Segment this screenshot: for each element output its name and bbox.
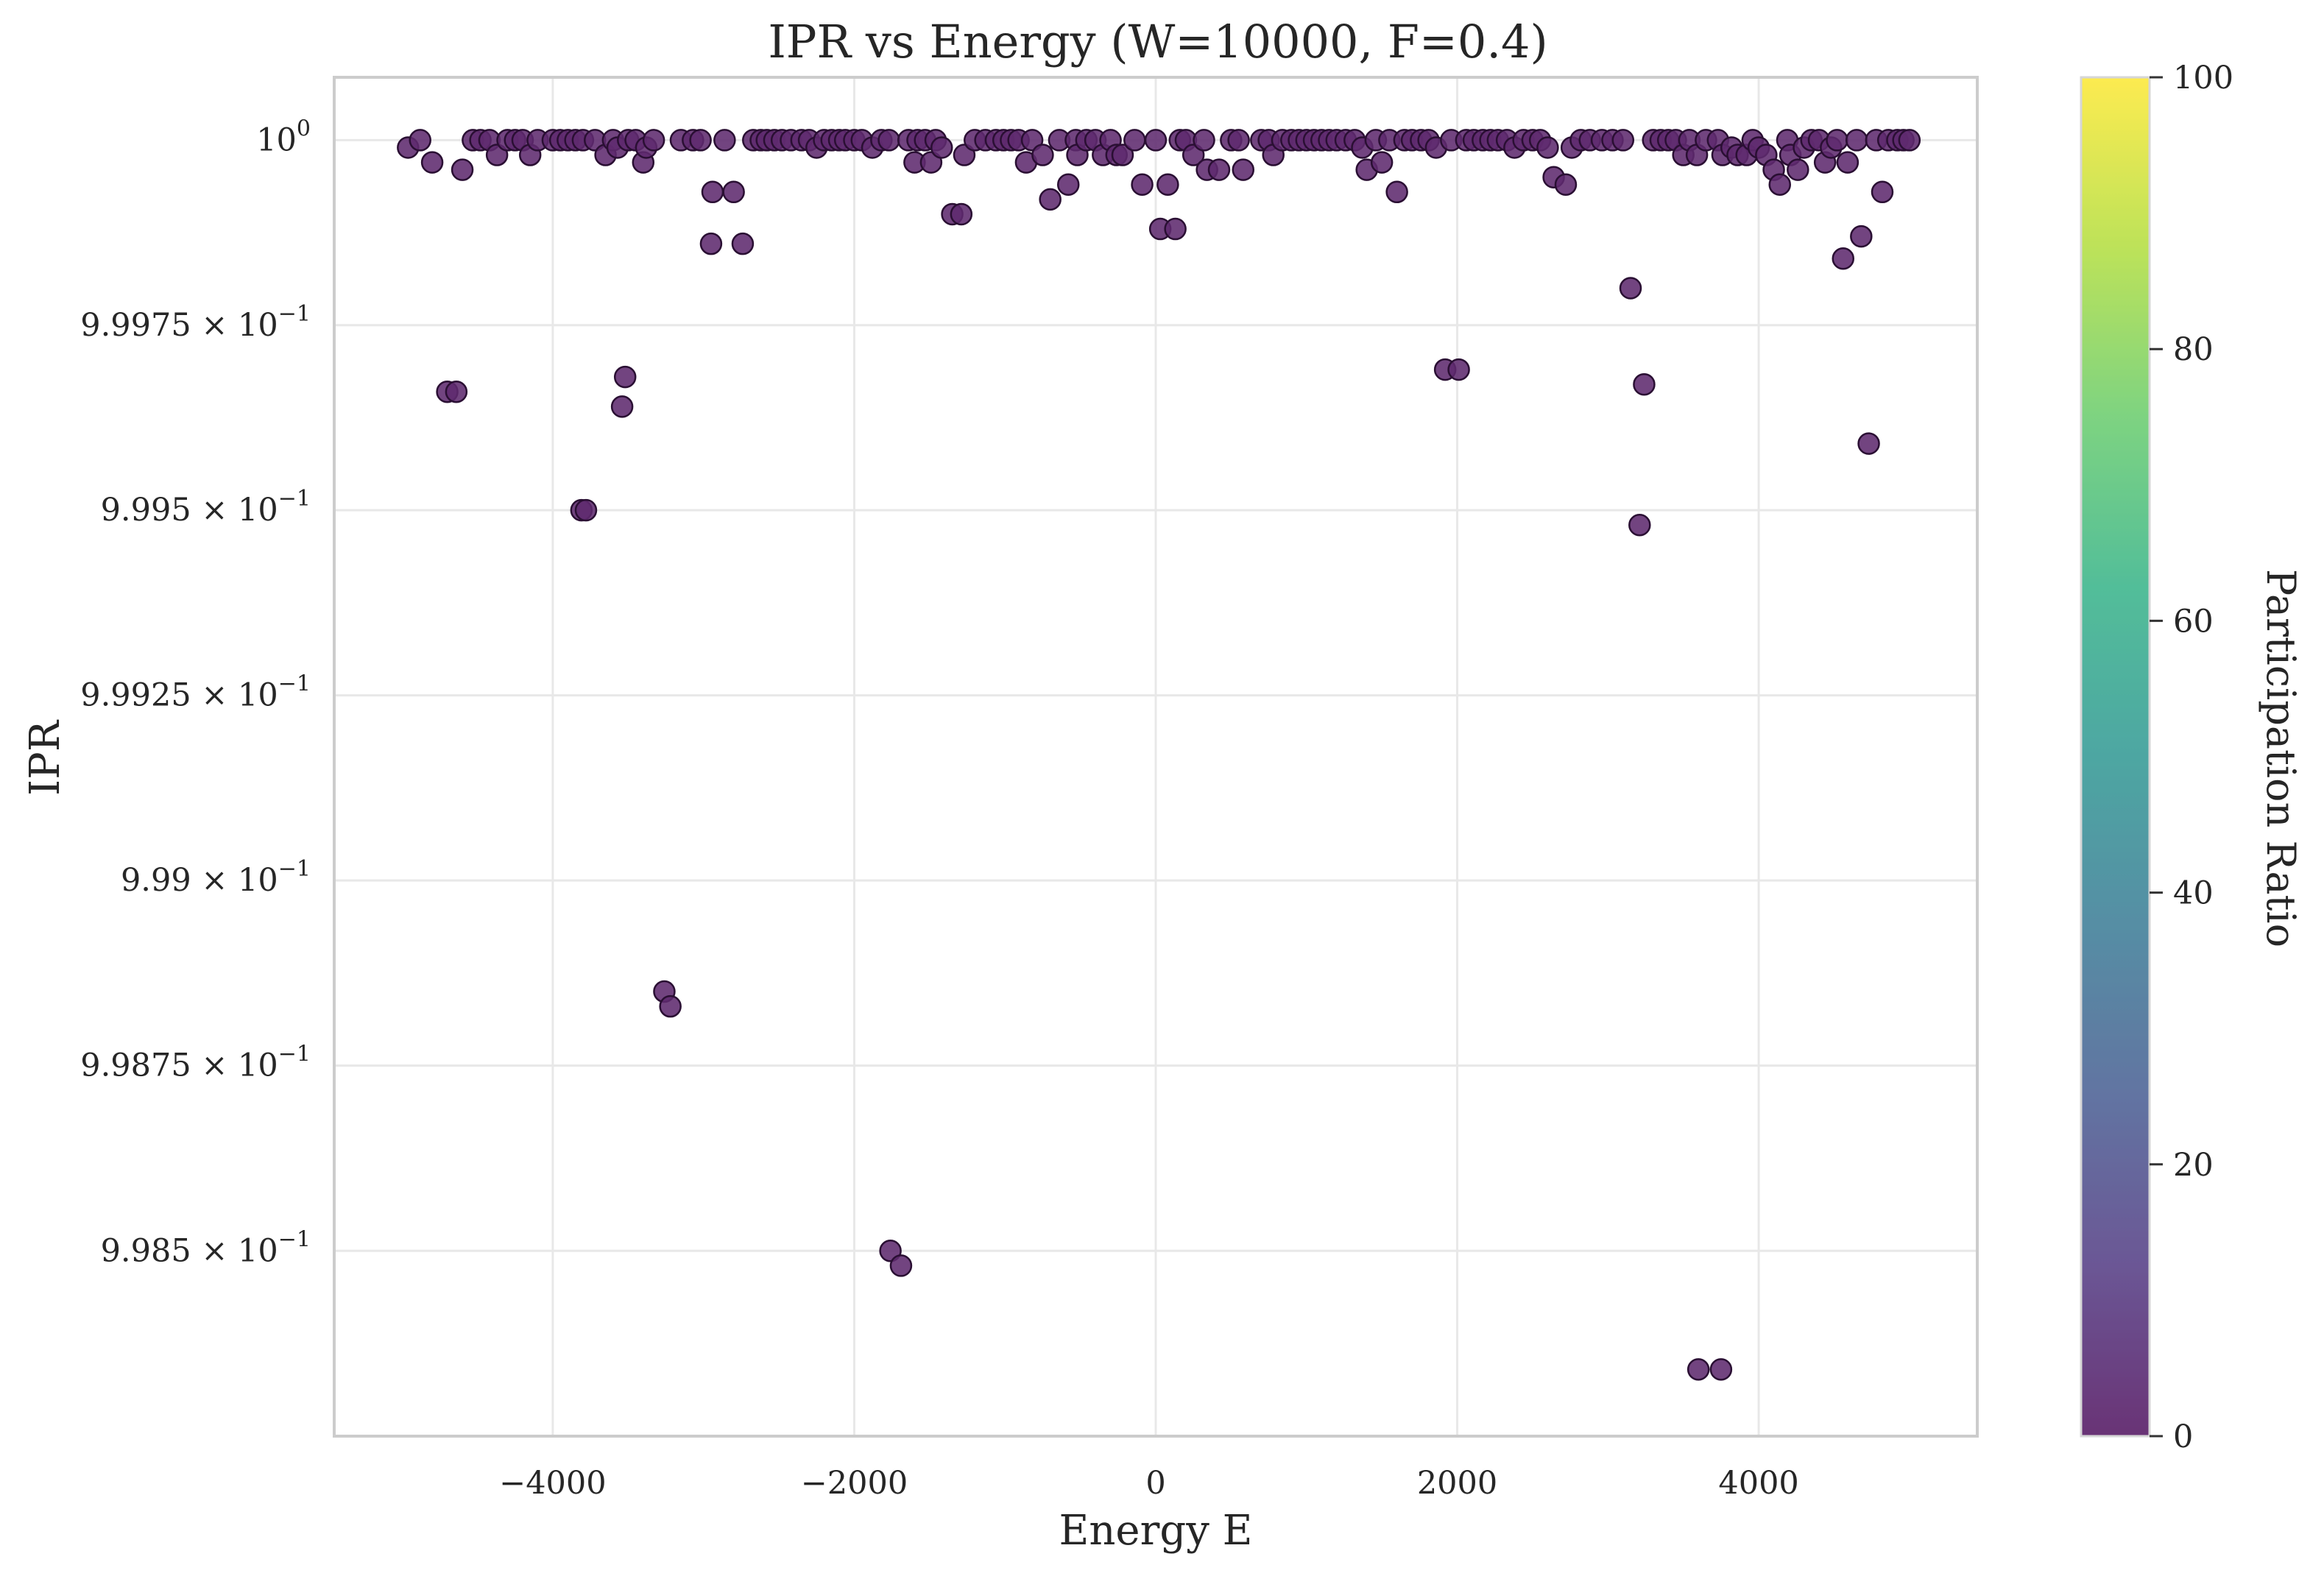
scatter-point	[1687, 1358, 1710, 1381]
scatter-point	[1056, 173, 1080, 196]
scatter-point	[1156, 173, 1179, 196]
y-tick-label: 9.995 × 10−1	[101, 486, 311, 529]
scatter-point	[1370, 151, 1394, 174]
scatter-point	[1845, 129, 1868, 152]
y-tick-label: 9.985 × 10−1	[101, 1226, 311, 1269]
colorbar-tick-label: 40	[2173, 875, 2214, 912]
x-tick-label: 4000	[1718, 1465, 1798, 1502]
x-tick-label: −2000	[801, 1465, 908, 1502]
scatter-point	[1031, 144, 1054, 166]
y-tick-label: 9.9925 × 10−1	[80, 671, 311, 714]
scatter-point	[1787, 158, 1809, 181]
y-axis-label: IPR	[21, 719, 69, 796]
colorbar-tick-label: 0	[2173, 1418, 2193, 1455]
scatter-point	[1039, 188, 1062, 211]
scatter-point	[1611, 129, 1635, 152]
scatter-point	[1536, 136, 1559, 159]
y-tick-label: 100	[256, 116, 311, 158]
scatter-point	[613, 365, 637, 389]
scatter-point	[1857, 432, 1880, 455]
scatter-point	[722, 180, 745, 204]
x-axis-ticks: −4000 −2000 0 2000 4000	[499, 1465, 1799, 1502]
scatter-point	[930, 136, 953, 159]
scatter-point	[1850, 225, 1873, 248]
scatter-point	[1826, 129, 1848, 152]
scatter-point	[877, 129, 900, 152]
scatter-point	[1207, 158, 1231, 181]
y-tick-label: 9.9975 × 10−1	[80, 301, 311, 344]
scatter-point	[420, 151, 444, 174]
scatter-point	[1554, 173, 1578, 196]
scatter-point	[1131, 173, 1154, 196]
scatter-point	[689, 129, 712, 152]
colorbar-label: Participation Ratio	[2258, 569, 2304, 947]
x-tick-label: 2000	[1417, 1465, 1497, 1502]
scatter-point	[409, 129, 431, 152]
scatter-point	[1836, 151, 1859, 174]
scatter-point	[445, 380, 468, 403]
scatter-point	[1447, 358, 1470, 381]
scatter-point	[1619, 277, 1642, 300]
scatter-point	[699, 232, 723, 255]
y-axis-ticks: 100 9.9975 × 10−1 9.995 × 10−1 9.9925 × 10−…	[80, 116, 311, 1269]
x-tick-label: −4000	[499, 1465, 606, 1502]
scatter-point	[701, 180, 724, 204]
y-tick-label: 9.9875 × 10−1	[80, 1042, 311, 1084]
x-tick-label: 0	[1145, 1465, 1165, 1502]
plot-frame	[333, 76, 1979, 1438]
x-axis-label: Energy E	[1059, 1507, 1252, 1555]
scatter-point	[1633, 372, 1656, 396]
scatter-point	[1628, 514, 1651, 537]
scatter-point	[1898, 129, 1921, 152]
scatter-point	[1768, 173, 1792, 196]
scatter-points	[397, 129, 1921, 1381]
scatter-point	[1164, 217, 1187, 241]
scatter-point	[1832, 247, 1855, 270]
scatter-point	[1385, 180, 1408, 204]
scatter-point	[574, 498, 598, 522]
scatter-point	[731, 232, 755, 255]
colorbar	[2080, 76, 2151, 1438]
colorbar-ticks: 0 20 40 60 80 100	[2150, 60, 2233, 1455]
scatter-point	[1871, 180, 1894, 204]
grid-lines	[334, 77, 1977, 1436]
scatter-point	[659, 994, 682, 1018]
scatter-point	[1123, 129, 1146, 152]
scatter-point	[1709, 1358, 1733, 1381]
scatter-point	[1111, 144, 1134, 166]
chart-title: IPR vs Energy (W=10000, F=0.4)	[768, 15, 1547, 68]
colorbar-tick-label: 20	[2173, 1147, 2214, 1184]
scatter-point	[610, 395, 634, 418]
scatter-point	[1193, 129, 1215, 152]
scatter-point	[451, 158, 474, 181]
scatter-point	[889, 1254, 913, 1277]
colorbar-tick-label: 60	[2173, 603, 2214, 640]
y-tick-label: 9.99 × 10−1	[121, 856, 311, 899]
scatter-point	[713, 129, 736, 152]
scatter-point	[1227, 129, 1250, 152]
scatter-point	[642, 129, 665, 152]
scatter-point	[1144, 129, 1168, 152]
scatter-point	[950, 202, 973, 226]
colorbar-tick-label: 80	[2173, 331, 2214, 368]
scatter-point	[1232, 158, 1255, 181]
colorbar-tick-label: 100	[2173, 60, 2233, 96]
